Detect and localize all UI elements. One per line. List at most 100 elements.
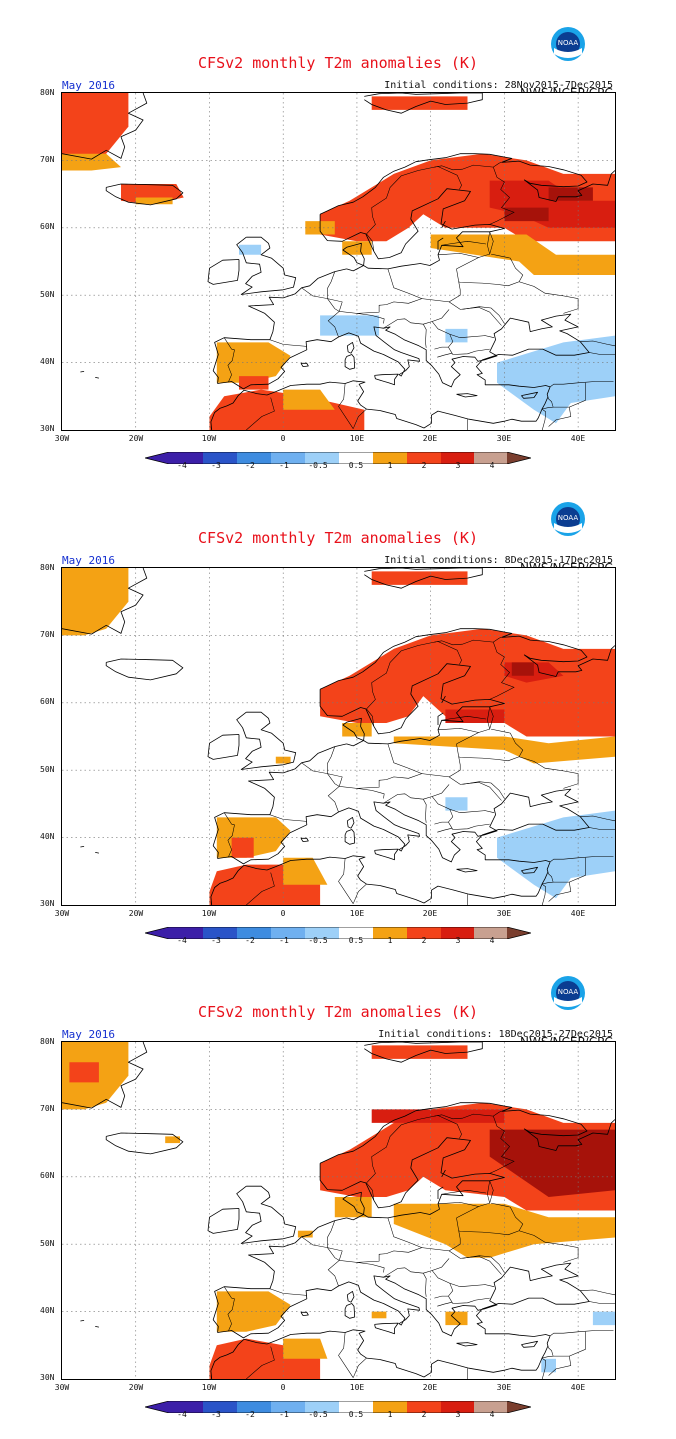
colorbar-cell — [203, 1401, 237, 1413]
lat-label: 80N — [40, 563, 55, 572]
anomaly-region — [283, 389, 335, 410]
coastline — [236, 711, 297, 770]
anomaly-region — [283, 857, 328, 885]
country-border — [541, 408, 546, 430]
country-border — [580, 340, 615, 347]
country-border — [423, 324, 427, 348]
coastline — [456, 393, 478, 398]
country-border — [462, 781, 505, 799]
noaa-logo-icon: NOAA — [550, 975, 586, 1011]
colorbar-label: 4 — [489, 936, 495, 945]
country-border — [434, 641, 462, 665]
lon-label: 30W — [54, 909, 70, 918]
colorbar-label: 1 — [387, 936, 393, 945]
coastline — [80, 371, 85, 373]
coastline — [346, 341, 355, 354]
lon-label: 20E — [422, 1383, 438, 1392]
coastline — [236, 1185, 297, 1244]
country-border — [549, 1330, 614, 1337]
forecast-month: May 2016 — [62, 1028, 115, 1041]
logo-text: NOAA — [558, 988, 579, 996]
colorbar-cell — [407, 927, 441, 939]
colorbar — [145, 927, 531, 939]
colorbar-cell — [507, 452, 531, 464]
colorbar-cell — [441, 452, 474, 464]
country-border — [338, 1332, 354, 1378]
coastline — [456, 1342, 478, 1347]
anomaly-region — [489, 1129, 615, 1197]
country-border — [223, 337, 235, 382]
country-border — [356, 1262, 385, 1273]
colorbar-cell — [474, 452, 507, 464]
country-border — [489, 706, 494, 730]
country-border — [434, 1115, 462, 1139]
colorbar-cell — [507, 1401, 531, 1413]
country-border — [519, 756, 579, 789]
colorbar-cell — [373, 452, 407, 464]
country-border — [437, 1202, 479, 1207]
country-border — [448, 1283, 490, 1304]
country-border — [437, 352, 453, 358]
country-border — [434, 821, 449, 825]
colorbar — [145, 452, 531, 464]
country-border — [548, 882, 572, 902]
colorbar-cell — [474, 1401, 507, 1413]
country-border — [223, 812, 235, 857]
forecast-month: May 2016 — [62, 79, 115, 92]
coastline — [344, 1303, 356, 1319]
coastline — [346, 1290, 355, 1303]
country-border — [448, 809, 490, 830]
colorbar-label: 0.5 — [348, 1410, 364, 1419]
lon-label: 10W — [201, 434, 217, 443]
country-border — [437, 1301, 453, 1307]
anomaly-region — [342, 723, 372, 737]
country-border — [589, 1301, 615, 1304]
anomaly-region — [541, 1358, 556, 1373]
country-border — [580, 815, 615, 822]
country-border — [448, 1217, 461, 1252]
lon-label: 30E — [496, 909, 512, 918]
colorbar-cell — [271, 452, 305, 464]
coastline — [300, 837, 309, 843]
colorbar-label: -4 — [177, 1410, 187, 1419]
country-border — [327, 773, 340, 813]
chart-title: CFSv2 monthly T2m anomalies (K) — [198, 54, 478, 72]
coastline — [319, 1102, 615, 1164]
anomaly-region — [297, 1230, 313, 1238]
country-border — [210, 1375, 212, 1379]
colorbar-cell — [373, 927, 407, 939]
country-border — [352, 408, 367, 429]
anomaly-region — [231, 837, 254, 858]
colorbar-label: -2 — [245, 936, 255, 945]
lon-label: 0 — [280, 1383, 286, 1392]
colorbar-cell — [305, 452, 339, 464]
country-border — [387, 1217, 422, 1248]
country-border — [434, 346, 449, 350]
country-border — [437, 827, 453, 833]
anomaly-region — [216, 342, 291, 383]
map-area — [61, 567, 616, 906]
anomaly-region — [489, 180, 615, 228]
lon-label: 40E — [570, 909, 586, 918]
colorbar-label: -3 — [211, 1410, 221, 1419]
colorbar-label: -2 — [245, 1410, 255, 1419]
coastline — [374, 1322, 399, 1335]
country-border — [541, 883, 546, 905]
country-border — [327, 298, 340, 338]
colorbar-label: 4 — [489, 1410, 495, 1419]
country-border — [301, 271, 336, 299]
coastline — [80, 1320, 85, 1322]
coastline — [364, 1042, 483, 1063]
anomaly-region — [371, 1311, 387, 1319]
country-border — [301, 1220, 336, 1248]
coastline — [300, 1311, 309, 1317]
country-border — [387, 268, 422, 299]
colorbar-label: -0.5 — [308, 936, 328, 945]
country-border — [366, 633, 512, 710]
coastline — [62, 93, 148, 160]
coastline — [364, 568, 483, 589]
colorbar-cell — [145, 927, 169, 939]
country-border — [423, 1273, 427, 1297]
lon-label: 10E — [349, 909, 365, 918]
colorbar-label: -0.5 — [308, 1410, 328, 1419]
